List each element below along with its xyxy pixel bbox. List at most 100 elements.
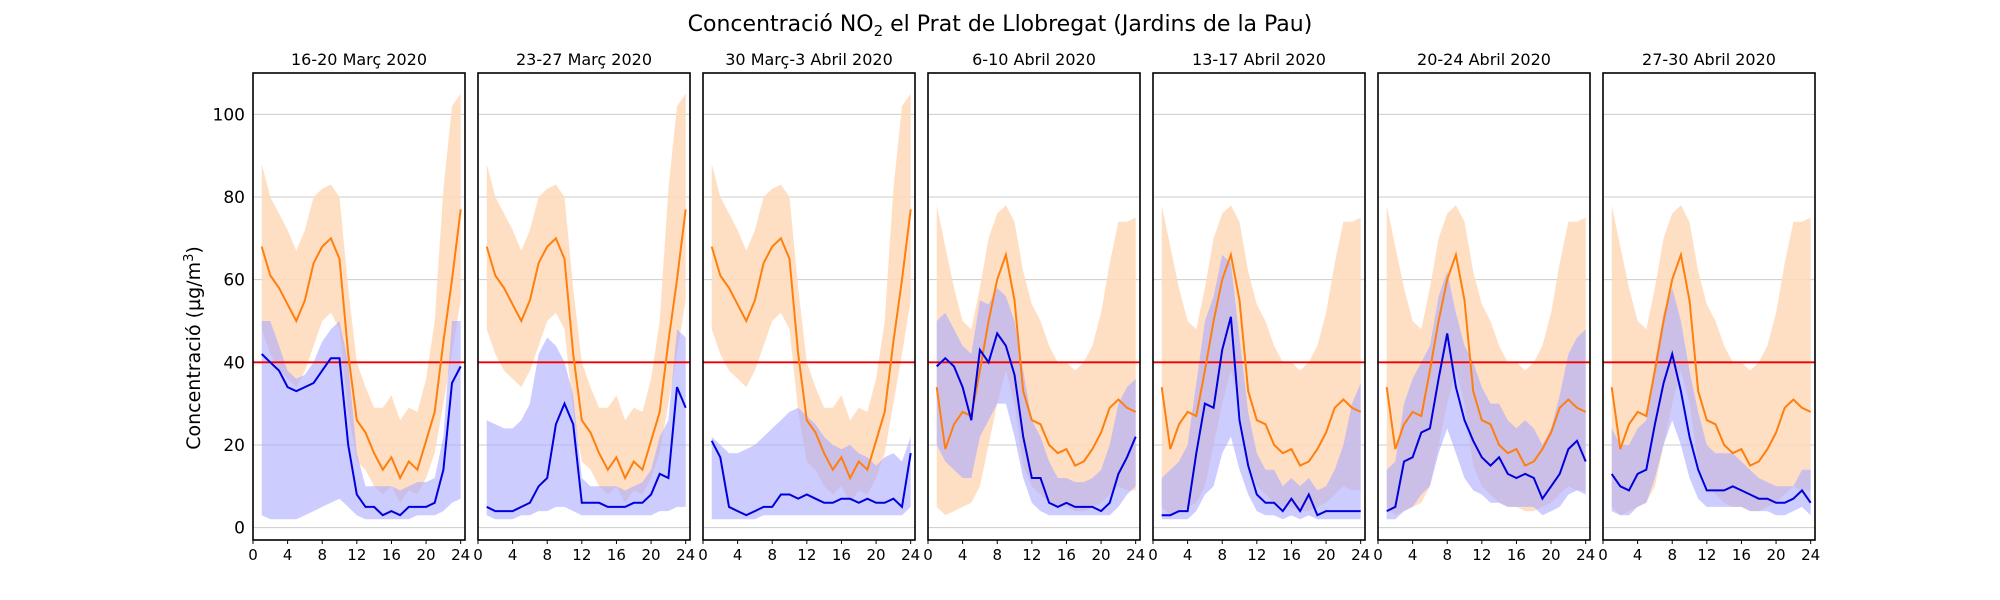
panel-frame: [927, 72, 1141, 541]
y-axis-label-prefix: Concentració (µg/m: [183, 262, 205, 450]
x-tick-label: 4: [1633, 546, 1643, 564]
x-tick-label: 16: [1057, 546, 1076, 564]
x-tick-label: 16: [1282, 546, 1301, 564]
x-tick-label: 0: [1373, 546, 1383, 564]
y-axis-label-suffix: ): [183, 246, 205, 253]
x-tick-label: 4: [733, 546, 743, 564]
x-tick-label: 0: [923, 546, 933, 564]
current-range-band: [1611, 287, 1811, 516]
x-tick-label: 4: [958, 546, 968, 564]
x-tick-label: 12: [1022, 546, 1041, 564]
figure-title-subscript: 2: [874, 22, 884, 40]
baseline-line: [1610, 250, 1812, 467]
x-tick-label: 24: [1801, 546, 1820, 564]
baseline-range-band: [486, 93, 686, 503]
x-tick-label: 4: [1408, 546, 1418, 564]
x-tick-label: 16: [1507, 546, 1526, 564]
y-axis-label: Concentració (µg/m3): [182, 246, 205, 450]
panel-frame: [477, 72, 691, 541]
x-tick-label: 8: [1667, 546, 1677, 564]
current-range-band: [1161, 254, 1361, 520]
y-axis-label-superscript: 3: [182, 254, 197, 262]
x-tick-label: 24: [1126, 546, 1145, 564]
x-tick-label: 16: [382, 546, 401, 564]
panel-1: 16-20 Març 2020 0 4 8 12 16 20 24 0 20 40 60 80 100: [213, 50, 471, 564]
x-tick-label: 12: [1472, 546, 1491, 564]
x-tick-label: 24: [901, 546, 920, 564]
x-tick-label: 24: [451, 546, 470, 564]
current-line: [710, 440, 912, 517]
x-tick-label: 4: [508, 546, 518, 564]
x-tick-label: 24: [676, 546, 695, 564]
panel-title: 13-17 Abril 2020: [1192, 50, 1326, 69]
x-tick-label: 0: [1148, 546, 1158, 564]
panel-7: 27-30 Abril 2020 0 4 8 12 16 20 24: [1598, 50, 1820, 564]
panel-frame: [702, 72, 916, 541]
panel-title: 20-24 Abril 2020: [1417, 50, 1551, 69]
panel-title: 16-20 Març 2020: [291, 50, 427, 69]
x-tick-label: 12: [347, 546, 366, 564]
current-line: [1386, 333, 1587, 512]
current-line: [1610, 350, 1812, 504]
figure-title: Concentració NO2 el Prat de Llobregat (J…: [688, 12, 1313, 40]
x-tick-label: 4: [1183, 546, 1193, 564]
x-tick-label: 0: [1598, 546, 1608, 564]
current-range-band: [486, 329, 686, 520]
x-tick-label: 12: [572, 546, 591, 564]
y-tick-label: 60: [223, 271, 245, 291]
panel-title: 27-30 Abril 2020: [1642, 50, 1776, 69]
y-tick-label: 40: [223, 353, 245, 373]
y-tick-label: 0: [234, 519, 245, 539]
x-tick-label: 20: [1092, 546, 1111, 564]
y-tick-label: 100: [213, 105, 245, 125]
x-tick-label: 20: [1767, 546, 1786, 564]
panel-frame: [1602, 72, 1816, 541]
x-tick-label: 8: [992, 546, 1002, 564]
x-tick-label: 0: [698, 546, 708, 564]
baseline-line: [710, 209, 912, 481]
panel-2: 23-27 Març 2020 0 4 8 12 16 20 24: [473, 50, 695, 564]
figure-title-prefix: Concentració NO: [688, 12, 874, 37]
current-line: [936, 331, 1137, 513]
baseline-line: [485, 209, 687, 481]
x-tick-label: 12: [1697, 546, 1716, 564]
current-range-band: [936, 287, 1136, 516]
baseline-line: [1160, 250, 1362, 467]
panel-title: 23-27 Març 2020: [516, 50, 652, 69]
x-tick-label: 8: [542, 546, 552, 564]
y-tick-label: 20: [223, 436, 245, 456]
baseline-range-band: [936, 205, 1136, 516]
panel-4: 6-10 Abril 2020 0 4 8 12 16 20 24: [923, 50, 1145, 564]
figure-title-suffix: el Prat de Llobregat (Jardins de la Pau): [883, 12, 1312, 37]
baseline-line: [260, 209, 462, 481]
x-tick-label: 0: [248, 546, 258, 564]
current-range-band: [261, 321, 461, 520]
x-tick-label: 24: [1351, 546, 1370, 564]
panel-title: 6-10 Abril 2020: [972, 50, 1096, 69]
panel-frame: [1152, 72, 1366, 541]
x-tick-label: 8: [1442, 546, 1452, 564]
x-tick-label: 8: [1217, 546, 1227, 564]
x-tick-label: 12: [797, 546, 816, 564]
panel-frame: [252, 72, 466, 541]
current-line: [261, 353, 462, 517]
y-tick-label: 80: [223, 188, 245, 208]
x-tick-label: 20: [1317, 546, 1336, 564]
x-tick-label: 0: [473, 546, 483, 564]
panel-6: 20-24 Abril 2020 0 4 8 12 16 20 24: [1373, 50, 1595, 564]
panel-title: 30 Març-3 Abril 2020: [725, 50, 893, 69]
x-tick-label: 16: [1732, 546, 1751, 564]
current-range-band: [711, 407, 911, 520]
current-line: [1161, 316, 1361, 517]
x-tick-label: 8: [767, 546, 777, 564]
x-tick-label: 4: [283, 546, 293, 564]
x-tick-label: 20: [417, 546, 436, 564]
x-tick-label: 16: [607, 546, 626, 564]
x-tick-label: 12: [1247, 546, 1266, 564]
x-tick-label: 20: [642, 546, 661, 564]
x-tick-label: 24: [1576, 546, 1595, 564]
panel-5: 13-17 Abril 2020 0 4 8 12 16 20 24: [1148, 50, 1370, 564]
x-tick-label: 16: [832, 546, 851, 564]
